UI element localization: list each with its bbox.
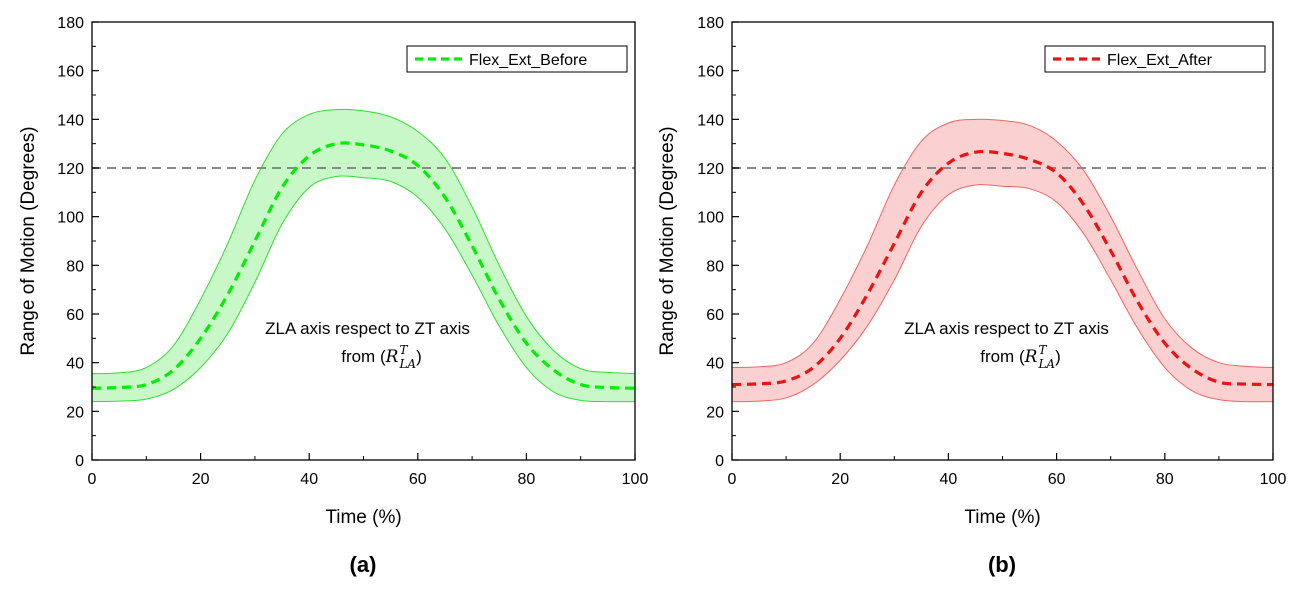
annotation-line-1: ZLA axis respect to ZT axis [904,319,1109,338]
confidence-band [732,119,1273,402]
annotation-open-paren: ( [1019,347,1025,366]
annotation-math-sup: T [399,343,408,357]
y-tick-label: 20 [66,404,84,421]
y-axis-label: Range of Motion (Degrees) [18,126,39,355]
annotation-math-base: R [1024,347,1038,367]
band-lower-edge [731,184,1274,403]
y-tick-label: 60 [66,307,84,324]
y-tick-label: 160 [697,64,724,81]
x-tick-label: 60 [1048,471,1066,488]
band-lower-edge [91,175,636,403]
annotation-math-sub: LA [1037,357,1055,371]
plot-frame [731,21,1274,461]
y-tick-label: 100 [57,210,84,227]
plot-frame [91,21,636,461]
y-tick-label: 140 [697,112,724,129]
y-tick-label: 160 [57,64,84,81]
annotation: ZLA axis respect to ZT axis from (RT LA) [904,319,1109,371]
band-upper-edge [731,118,1274,369]
x-tick-label: 20 [192,471,210,488]
panel-label: (a) [350,552,377,577]
y-tick-label: 40 [706,356,724,373]
x-tick-label: 0 [88,471,97,488]
y-tick-label: 20 [706,404,724,421]
x-axis-label: Time (%) [325,507,401,528]
annotation-math-base: R [385,347,399,367]
chart-panel-b: 0 20 40 60 80 100 120 140 160 180 0 20 40 60 80 100 Time… [657,15,1286,577]
y-tick-label: 80 [66,258,84,275]
y-tick-label: 0 [715,453,724,470]
x-axis-label: Time (%) [964,507,1040,528]
annotation-line-2: from (RT LA) [341,343,422,371]
x-tick-label: 20 [831,471,849,488]
y-tick-label: 40 [66,356,84,373]
annotation-math-sup: T [1038,343,1047,357]
panel-label: (b) [988,552,1016,577]
annotation-close-paren: ) [1055,347,1061,366]
annotation-close-paren: ) [416,347,422,366]
annotation-line-1: ZLA axis respect to ZT axis [265,319,470,338]
legend: Flex_Ext_After [1044,45,1266,73]
x-tick-label: 80 [518,471,536,488]
legend: Flex_Ext_Before [406,45,628,73]
x-tick-label: 100 [622,471,649,488]
chart-panel-a: 0 20 40 60 80 100 120 140 160 180 0 20 40 60 80 100 Time… [18,15,648,577]
x-tick-label: 0 [728,471,737,488]
y-tick-label: 120 [697,161,724,178]
mean-line-flex-ext-after [731,149,1274,387]
y-tick-label: 140 [57,112,84,129]
annotation-math-sub: LA [398,357,416,371]
legend-label: Flex_Ext_Before [469,52,587,69]
x-tick-label: 40 [300,471,318,488]
y-tick-label: 80 [706,258,724,275]
legend-label: Flex_Ext_After [1107,52,1213,69]
x-tick-label: 60 [409,471,427,488]
y-tick-label: 180 [57,15,84,32]
annotation-open-paren: ( [380,347,386,366]
band-upper-edge [91,108,636,375]
x-tick-label: 40 [940,471,958,488]
y-tick-label: 120 [57,161,84,178]
x-tick-label: 80 [1156,471,1174,488]
annotation-prefix: from [341,347,380,366]
confidence-band [92,109,635,402]
y-tick-label: 0 [75,453,84,470]
mean-line-flex-ext-before [91,141,636,390]
annotation: ZLA axis respect to ZT axis from (RT LA) [265,319,470,371]
x-tick-label: 100 [1260,471,1287,488]
annotation-line-2: from (RT LA) [980,343,1061,371]
y-tick-label: 60 [706,307,724,324]
y-tick-label: 100 [697,210,724,227]
annotation-prefix: from [980,347,1019,366]
y-tick-label: 180 [697,15,724,32]
y-axis-label: Range of Motion (Degrees) [657,126,678,355]
